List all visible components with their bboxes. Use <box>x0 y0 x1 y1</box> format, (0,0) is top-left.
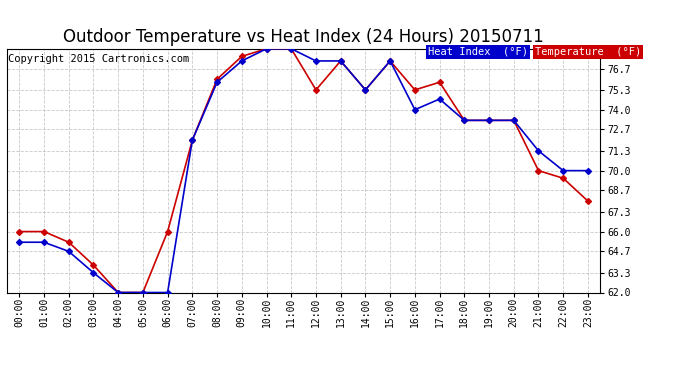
Title: Outdoor Temperature vs Heat Index (24 Hours) 20150711: Outdoor Temperature vs Heat Index (24 Ho… <box>63 28 544 46</box>
Text: Temperature  (°F): Temperature (°F) <box>535 47 641 57</box>
Text: Copyright 2015 Cartronics.com: Copyright 2015 Cartronics.com <box>8 54 190 64</box>
Text: Heat Index  (°F): Heat Index (°F) <box>428 47 528 57</box>
